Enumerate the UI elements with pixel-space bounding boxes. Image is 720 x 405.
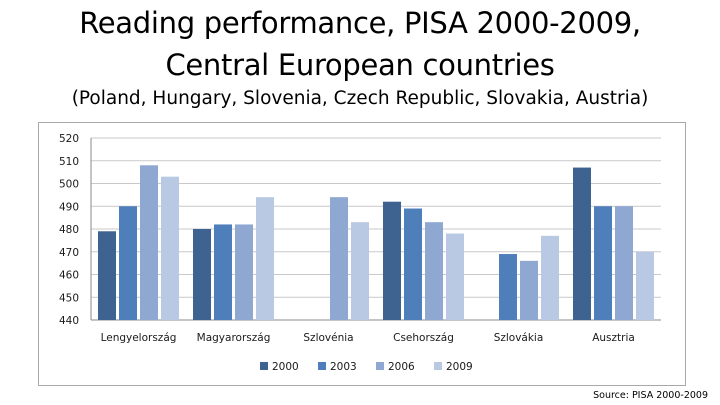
bar-chart: 440 450 460 470 480 490 500 510 520 Lengyelország…	[59, 133, 661, 373]
bar-2009	[636, 251, 654, 320]
y-tick-label: 500	[59, 179, 79, 191]
legend-label-2006: 2006	[388, 361, 415, 373]
x-category-label: Szlovákia	[494, 332, 544, 344]
bar-2003	[119, 206, 137, 320]
legend-swatch-2006	[376, 362, 384, 370]
x-category-label: Szlovénia	[303, 332, 353, 344]
bar-2003	[499, 254, 517, 320]
y-tick-label: 510	[59, 156, 79, 168]
bar-2003	[214, 224, 232, 320]
y-tick-label: 520	[59, 133, 79, 145]
chart-area: 440 450 460 470 480 490 500 510 520 Lengyelország…	[38, 122, 686, 386]
bar-2000	[573, 167, 591, 320]
source-note: Source: PISA 2000-2009	[593, 390, 708, 401]
y-tick-label: 470	[59, 247, 79, 259]
chart-title: Reading performance, PISA 2000-2009, Cen…	[0, 2, 720, 86]
bar-2006	[520, 260, 538, 320]
y-tick-label: 460	[59, 270, 79, 282]
x-category-label: Csehország	[393, 332, 454, 344]
bar-2000	[383, 201, 401, 320]
bar-2003	[404, 208, 422, 320]
y-tick-label: 490	[59, 201, 79, 213]
bar-2006	[330, 197, 348, 320]
title-line-1: Reading performance, PISA 2000-2009,	[79, 6, 641, 40]
x-category-label: Magyarország	[197, 332, 271, 344]
chart-subtitle: (Poland, Hungary, Slovenia, Czech Republ…	[71, 88, 649, 109]
bar-2006	[615, 206, 633, 320]
y-tick-label: 480	[59, 224, 79, 236]
legend-swatch-2000	[260, 362, 268, 370]
bar-2000	[193, 229, 211, 320]
x-category-label: Ausztria	[592, 332, 635, 344]
legend-swatch-2009	[434, 362, 442, 370]
bar-2006	[235, 224, 253, 320]
bar-2003	[594, 206, 612, 320]
bar-2000	[98, 231, 116, 320]
legend-swatch-2003	[318, 362, 326, 370]
x-category-label: Lengyelország	[101, 332, 177, 344]
legend-label-2000: 2000	[272, 361, 299, 373]
legend-label-2003: 2003	[330, 361, 357, 373]
bar-2006	[140, 165, 158, 320]
bar-2009	[256, 197, 274, 320]
bar-2009	[161, 176, 179, 320]
bar-2006	[425, 222, 443, 320]
bar-2009	[351, 222, 369, 320]
title-line-2: Central European countries	[165, 48, 555, 82]
legend-label-2009: 2009	[446, 361, 473, 373]
bar-2009	[541, 235, 559, 320]
y-tick-label: 450	[59, 292, 79, 304]
bar-2009	[446, 233, 464, 320]
y-tick-label: 440	[59, 315, 79, 327]
